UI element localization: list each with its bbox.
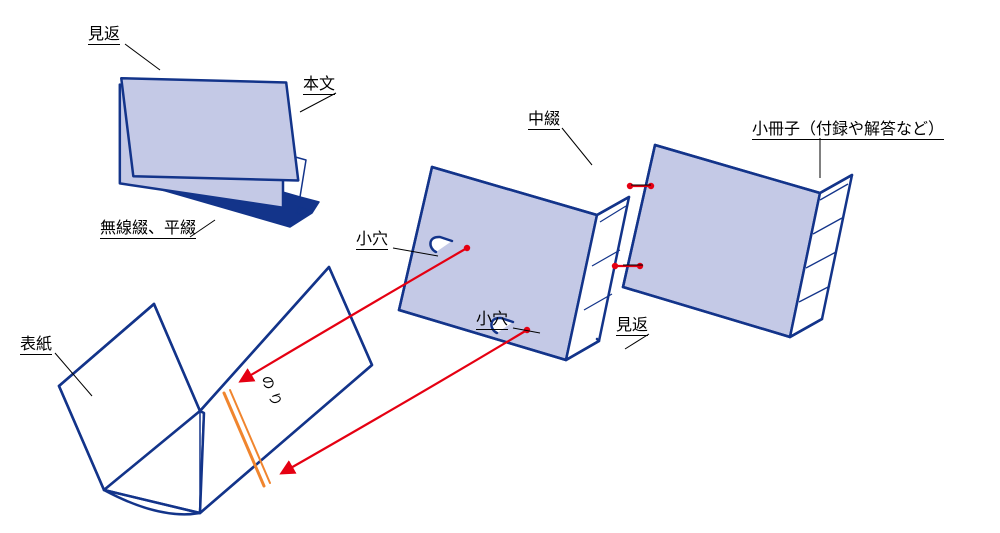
- label-nakatoji: 中綴: [528, 110, 560, 130]
- label-hyoushi: 表紙: [20, 335, 52, 355]
- label-booklet: 小冊子（付録や解答など）: [752, 120, 944, 140]
- label-honbun: 本文: [303, 75, 335, 95]
- label-mikaeshi-right: 見返: [616, 316, 648, 336]
- label-koana1: 小穴: [356, 230, 388, 250]
- label-mikaeshi-top: 見返: [88, 25, 120, 45]
- label-koana2: 小穴: [476, 310, 508, 330]
- label-musen: 無線綴、平綴: [100, 219, 196, 239]
